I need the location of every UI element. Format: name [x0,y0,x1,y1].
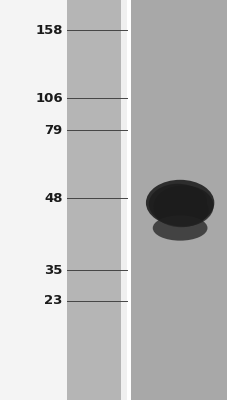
Ellipse shape [145,180,213,226]
Bar [0,0,67,400]
Ellipse shape [153,185,213,227]
Bar [129,0,227,400]
Ellipse shape [148,184,206,224]
Ellipse shape [158,200,205,226]
Text: 106: 106 [35,92,62,104]
Ellipse shape [152,215,207,241]
Bar [126,0,130,400]
Text: 23: 23 [44,294,62,307]
Text: 48: 48 [44,192,62,204]
Ellipse shape [162,186,206,214]
Text: 158: 158 [35,24,62,36]
Bar [67,0,120,400]
Ellipse shape [159,187,197,210]
Text: 79: 79 [44,124,62,136]
Ellipse shape [153,193,208,227]
Text: 35: 35 [44,264,62,276]
